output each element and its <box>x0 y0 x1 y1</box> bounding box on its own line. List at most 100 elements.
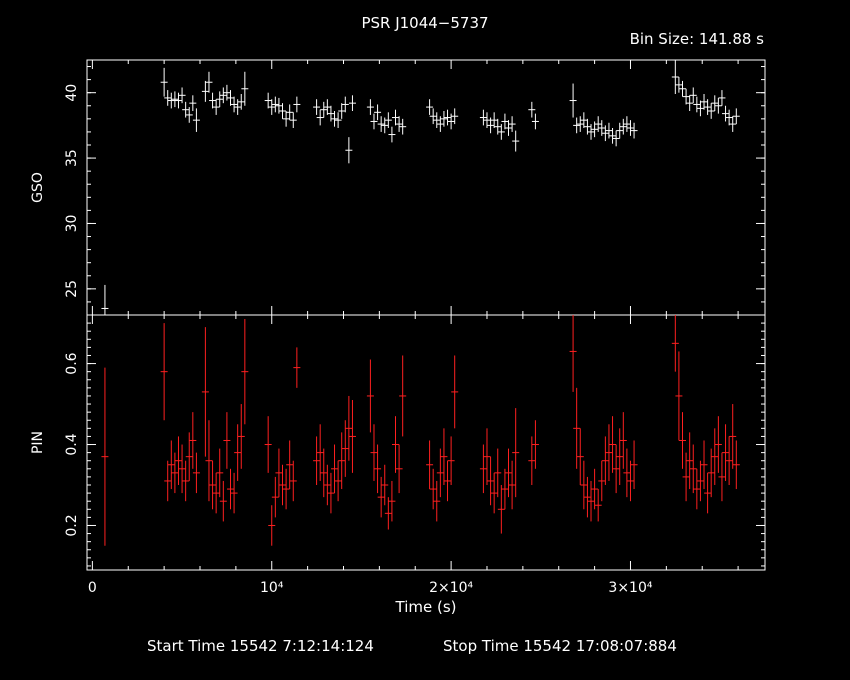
gso-panel-point <box>182 101 190 118</box>
gso-panel-point <box>580 112 588 128</box>
gso-panel-point <box>185 107 193 123</box>
gso-panel-point <box>490 112 498 128</box>
gso-panel-point <box>626 120 634 136</box>
gso-panel-point <box>275 97 283 114</box>
pin-panel-point <box>479 444 487 494</box>
pin-panel-point <box>237 404 245 469</box>
pin-panel-point <box>313 436 321 485</box>
gso-panel-point <box>714 97 722 114</box>
gso-panel-point <box>601 125 609 142</box>
gso-panel-point <box>167 92 175 109</box>
pin-panel-point <box>711 428 719 485</box>
gso-panel-point <box>160 67 168 97</box>
pin-panel-point <box>201 327 209 457</box>
gso-panel-point <box>164 90 172 106</box>
pin-panel-point <box>230 472 238 514</box>
pin-panel-point <box>675 351 683 441</box>
pin-panel-point <box>392 416 400 473</box>
gso-panel-point <box>234 99 242 115</box>
pin-panel-point <box>234 424 242 481</box>
pin-panel-point <box>569 315 577 392</box>
pin-panel-ytick-label: 0.2 <box>64 514 80 536</box>
pin-panel-point <box>501 468 509 510</box>
pin-panel-point <box>718 452 726 502</box>
gso-panel-point <box>528 101 536 118</box>
pin-panel-point <box>678 412 686 469</box>
stop-time-label: Stop Time 15542 17:08:07:884 <box>443 637 677 655</box>
pin-panel-point <box>700 440 708 490</box>
pin-panel-point <box>264 416 272 473</box>
gso-panel-ylabel: GSO <box>30 172 46 203</box>
gso-panel-point <box>569 83 577 118</box>
gso-panel-point <box>630 122 638 139</box>
gso-panel-point <box>598 120 606 136</box>
gso-panel-point <box>268 99 276 115</box>
pin-panel-point <box>576 428 584 485</box>
gso-panel-point <box>388 126 396 143</box>
pin-panel-ytick-label: 0.6 <box>64 352 80 374</box>
pin-panel-point <box>494 448 502 498</box>
pin-panel-ytick-label: 0.4 <box>64 433 80 455</box>
pin-panel-point <box>320 448 328 498</box>
pin-panel-point <box>316 424 324 481</box>
pin-panel-point <box>219 480 227 522</box>
pin-panel-point <box>429 468 437 510</box>
gso-panel-point <box>171 91 179 108</box>
pin-panel-point <box>338 432 346 490</box>
pin-panel-point <box>399 355 407 437</box>
pin-panel-point <box>693 468 701 510</box>
gso-panel-point <box>707 103 715 119</box>
pin-panel-point <box>381 464 389 506</box>
pin-panel-point <box>395 444 403 494</box>
gso-panel-ytick-label: 40 <box>64 84 80 102</box>
gso-panel-point <box>189 95 197 111</box>
gso-panel-point <box>444 109 452 126</box>
gso-panel-point <box>436 116 444 132</box>
pin-panel-point <box>164 460 172 502</box>
pin-panel-point <box>580 460 588 510</box>
gso-panel-point <box>505 120 513 136</box>
gso-panel-point <box>209 92 217 109</box>
gso-panel-point <box>399 118 407 135</box>
pin-panel-point <box>341 420 349 477</box>
gso-panel-point <box>282 111 290 127</box>
pin-panel-point <box>167 440 175 490</box>
gso-panel-point <box>682 88 690 105</box>
gso-panel-point <box>711 95 719 111</box>
pin-panel-point <box>171 452 179 494</box>
pin-panel-point <box>331 444 339 494</box>
gso-panel-point <box>327 105 335 122</box>
gso-panel-point <box>293 96 301 113</box>
pin-panel-xtick-label: 2×10⁴ <box>429 580 473 596</box>
gso-panel-point <box>686 95 694 111</box>
gso-panel-point <box>623 116 631 132</box>
gso-panel-ytick-label: 35 <box>64 149 80 167</box>
gso-panel-point <box>722 105 730 122</box>
pin-panel-point <box>182 460 190 502</box>
gso-panel-point <box>612 130 620 147</box>
gso-panel-point <box>433 112 441 128</box>
pin-panel-point <box>289 460 297 502</box>
gso-panel-point <box>226 90 234 106</box>
pin-panel-point <box>447 436 455 485</box>
gso-panel-point <box>271 96 279 113</box>
pin-panel-point <box>293 347 301 388</box>
gso-panel-point <box>341 96 349 113</box>
pin-panel-point <box>732 440 740 490</box>
pin-panel-point <box>366 359 374 433</box>
gso-panel-point <box>675 77 683 93</box>
pin-panel-point <box>178 444 186 494</box>
gso-panel-point <box>192 108 200 132</box>
gso-panel-point <box>718 90 726 106</box>
pin-panel-point <box>598 460 606 502</box>
gso-panel-point <box>605 122 613 139</box>
gso-panel-point <box>725 109 733 126</box>
gso-panel-point <box>479 109 487 126</box>
pin-panel-point <box>377 476 385 518</box>
pin-panel-point <box>440 428 448 485</box>
pin-panel-ylabel: PIN <box>30 431 46 454</box>
pin-panel-point <box>725 436 733 485</box>
pin-panel-point <box>573 387 581 469</box>
pin-panel-point <box>388 480 396 522</box>
